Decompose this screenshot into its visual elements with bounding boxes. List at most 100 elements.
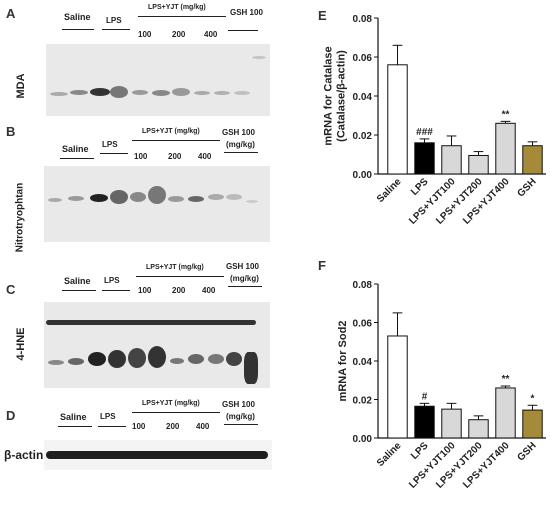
panel-b-gsh-label: GSH 100 — [222, 128, 255, 137]
panel-c-gsh-line — [228, 286, 262, 287]
panel-b-label: B — [6, 124, 16, 139]
category-label: GSH — [516, 440, 539, 463]
blot-band — [148, 186, 166, 204]
panel-a-gsh-line — [228, 30, 258, 31]
bar — [468, 419, 489, 439]
blot-band — [68, 358, 84, 365]
blot-band — [244, 352, 258, 384]
y-tick-label: 0.00 — [353, 434, 373, 445]
y-tick-label: 0.08 — [353, 280, 373, 291]
panel-a-label: A — [6, 6, 16, 21]
blot-band — [226, 194, 242, 200]
bar — [414, 405, 435, 439]
panel-a-gsh-label: GSH 100 — [230, 8, 263, 17]
blot-band — [110, 86, 128, 98]
blot-band — [168, 196, 184, 202]
panel-c-blot — [44, 302, 270, 388]
panel-d-yjt-line — [132, 412, 220, 413]
blot-band — [170, 358, 184, 364]
category-label: LPS — [409, 440, 431, 462]
blot-band — [130, 192, 146, 202]
panel-d-lps-line — [98, 426, 126, 427]
panel-e-label: E — [318, 8, 327, 23]
panel-b-saline-label: Saline — [62, 144, 89, 154]
blot-band — [132, 90, 148, 95]
significance-label: ### — [416, 127, 433, 138]
category-label: Saline — [375, 176, 404, 205]
panel-b-saline-line — [60, 158, 94, 159]
blot-band-upper — [46, 320, 256, 325]
bar — [387, 64, 408, 175]
significance-label: # — [422, 391, 428, 402]
panel-d-label: D — [6, 408, 16, 423]
panel-d-dose-400: 400 — [196, 422, 210, 431]
y-axis-label: (Catalase/β-actin) — [336, 50, 348, 142]
panel-b-row-label: Nitrotryophtan — [14, 182, 26, 253]
significance-label: * — [531, 393, 535, 404]
panel-b-yjt-line — [132, 140, 220, 141]
blot-band — [148, 346, 166, 368]
panel-a-dose-200: 200 — [172, 30, 186, 39]
blot-band — [90, 88, 110, 96]
bar — [495, 387, 516, 439]
panel-a-saline-line — [62, 29, 94, 30]
blot-band — [208, 354, 224, 364]
bar — [522, 409, 543, 439]
blot-band — [188, 354, 204, 364]
panel-a-dose-400: 400 — [204, 30, 218, 39]
blot-band — [214, 91, 230, 95]
panel-c-dose-100: 100 — [138, 286, 152, 295]
panel-a-yjt-label: LPS+YJT (mg/kg) — [148, 4, 206, 11]
blot-band — [188, 196, 204, 202]
y-tick-label: 0.00 — [353, 170, 373, 181]
bar — [441, 408, 462, 439]
significance-label: ** — [502, 109, 510, 120]
panel-c-row-label: 4-HNE — [15, 327, 27, 361]
blot-band — [48, 198, 62, 202]
blot-band — [70, 90, 88, 95]
blot-band — [152, 90, 170, 96]
panel-d-saline-line — [58, 426, 92, 427]
panel-d-dose-100: 100 — [132, 422, 146, 431]
panel-a-saline-label: Saline — [64, 12, 91, 22]
panel-c-dose-400: 400 — [202, 286, 216, 295]
bar — [387, 335, 408, 439]
y-tick-label: 0.02 — [353, 131, 373, 142]
panel-a-yjt-line — [138, 16, 226, 17]
y-axis-label: mRNA for Catalase — [323, 46, 335, 145]
blot-band — [246, 200, 258, 203]
blot-band — [88, 352, 106, 366]
bar — [495, 122, 516, 175]
category-label: GSH — [516, 176, 539, 199]
panel-b-yjt-label: LPS+YJT (mg/kg) — [142, 128, 200, 135]
blot-band — [252, 56, 266, 59]
panel-b-lps-label: LPS — [102, 140, 118, 149]
panel-d-yjt-label: LPS+YJT (mg/kg) — [142, 400, 200, 407]
y-axis-label: mRNA for Sod2 — [337, 321, 349, 402]
panel-c-yjt-line — [136, 276, 224, 277]
blot-band — [50, 92, 68, 96]
y-tick-label: 0.04 — [353, 92, 373, 103]
blot-band-actin — [46, 451, 268, 459]
bar — [468, 154, 489, 175]
bar — [522, 145, 543, 175]
panel-d-lps-label: LPS — [100, 412, 116, 421]
blot-band — [208, 194, 224, 200]
panel-b-dose-100: 100 — [134, 152, 148, 161]
bar — [441, 145, 462, 175]
panel-c-dose-200: 200 — [172, 286, 186, 295]
panel-c-gsh-unit: (mg/kg) — [230, 274, 259, 283]
panel-b-gsh-unit: (mg/kg) — [226, 140, 255, 149]
catalase-chart: 0.00 0.02 0.04 0.06 0.08 mRNA for Catalase (Ca… — [323, 14, 546, 227]
panel-f-label: F — [318, 258, 326, 273]
panel-b-dose-400: 400 — [198, 152, 212, 161]
panel-d-saline-label: Saline — [60, 412, 87, 422]
blot-band — [226, 352, 242, 366]
y-tick-label: 0.08 — [353, 14, 373, 25]
y-tick-label: 0.04 — [353, 357, 373, 368]
y-tick-label: 0.06 — [353, 319, 373, 330]
panel-a-blot — [46, 44, 270, 116]
blot-band — [108, 350, 126, 368]
panel-d-gsh-line — [224, 424, 258, 425]
significance-label: ** — [502, 374, 510, 385]
